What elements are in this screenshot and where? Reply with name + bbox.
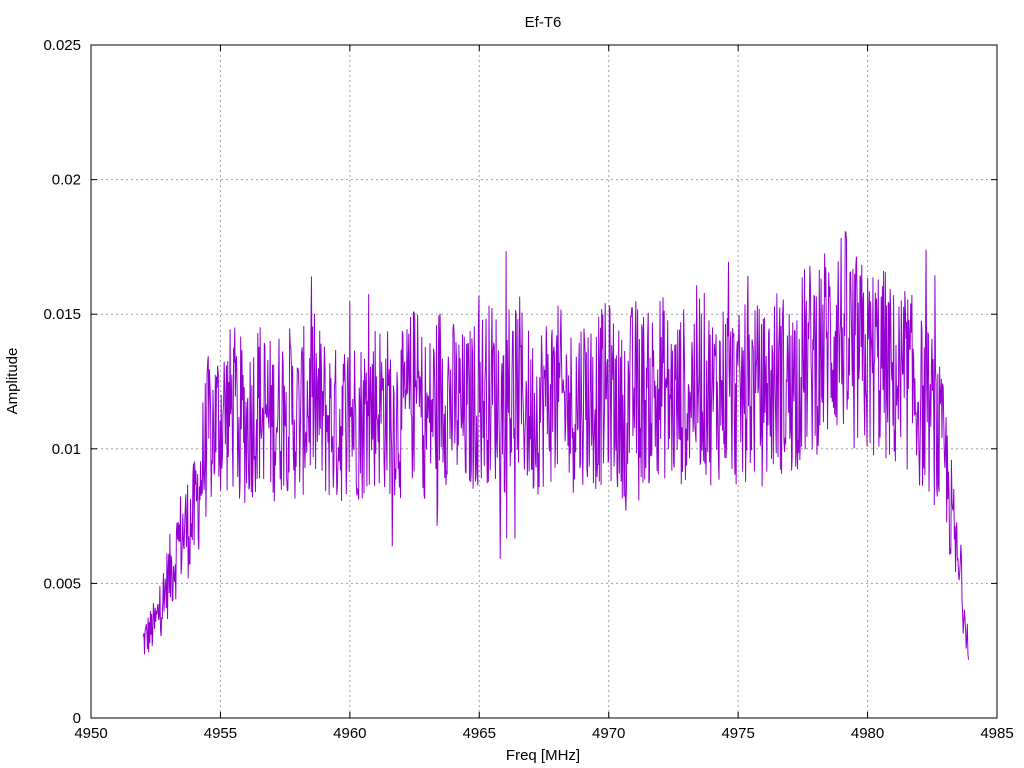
- x-tick-label: 4980: [851, 725, 884, 742]
- y-tick-label: 0.025: [43, 37, 81, 54]
- y-axis-label: Amplitude: [4, 348, 21, 415]
- x-tick-label: 4950: [74, 725, 107, 742]
- x-axis-label: Freq [MHz]: [506, 747, 580, 764]
- plot-frame: [90, 44, 998, 719]
- y-tick-label: 0: [73, 710, 81, 727]
- y-tick-label: 0.005: [43, 575, 81, 592]
- x-tick-label: 4970: [592, 725, 625, 742]
- ticks: [90, 44, 998, 719]
- y-tick-label: 0.01: [52, 441, 81, 458]
- series-line-0: [142, 230, 970, 660]
- x-tick-label: 4955: [204, 725, 237, 742]
- x-tick-labels: 4950 4955 4960 4965 4970 4975 4980 4985: [74, 725, 1013, 742]
- y-tick-labels: 0 0.005 0.01 0.015 0.02 0.025: [43, 37, 81, 727]
- y-tick-label: 0.015: [43, 306, 81, 323]
- y-tick-label: 0.02: [52, 172, 81, 189]
- x-tick-label: 4985: [980, 725, 1013, 742]
- series-layer: [142, 230, 970, 660]
- x-tick-label: 4960: [333, 725, 366, 742]
- chart-title: Ef-T6: [525, 14, 562, 31]
- x-tick-label: 4965: [463, 725, 496, 742]
- x-tick-label: 4975: [721, 725, 754, 742]
